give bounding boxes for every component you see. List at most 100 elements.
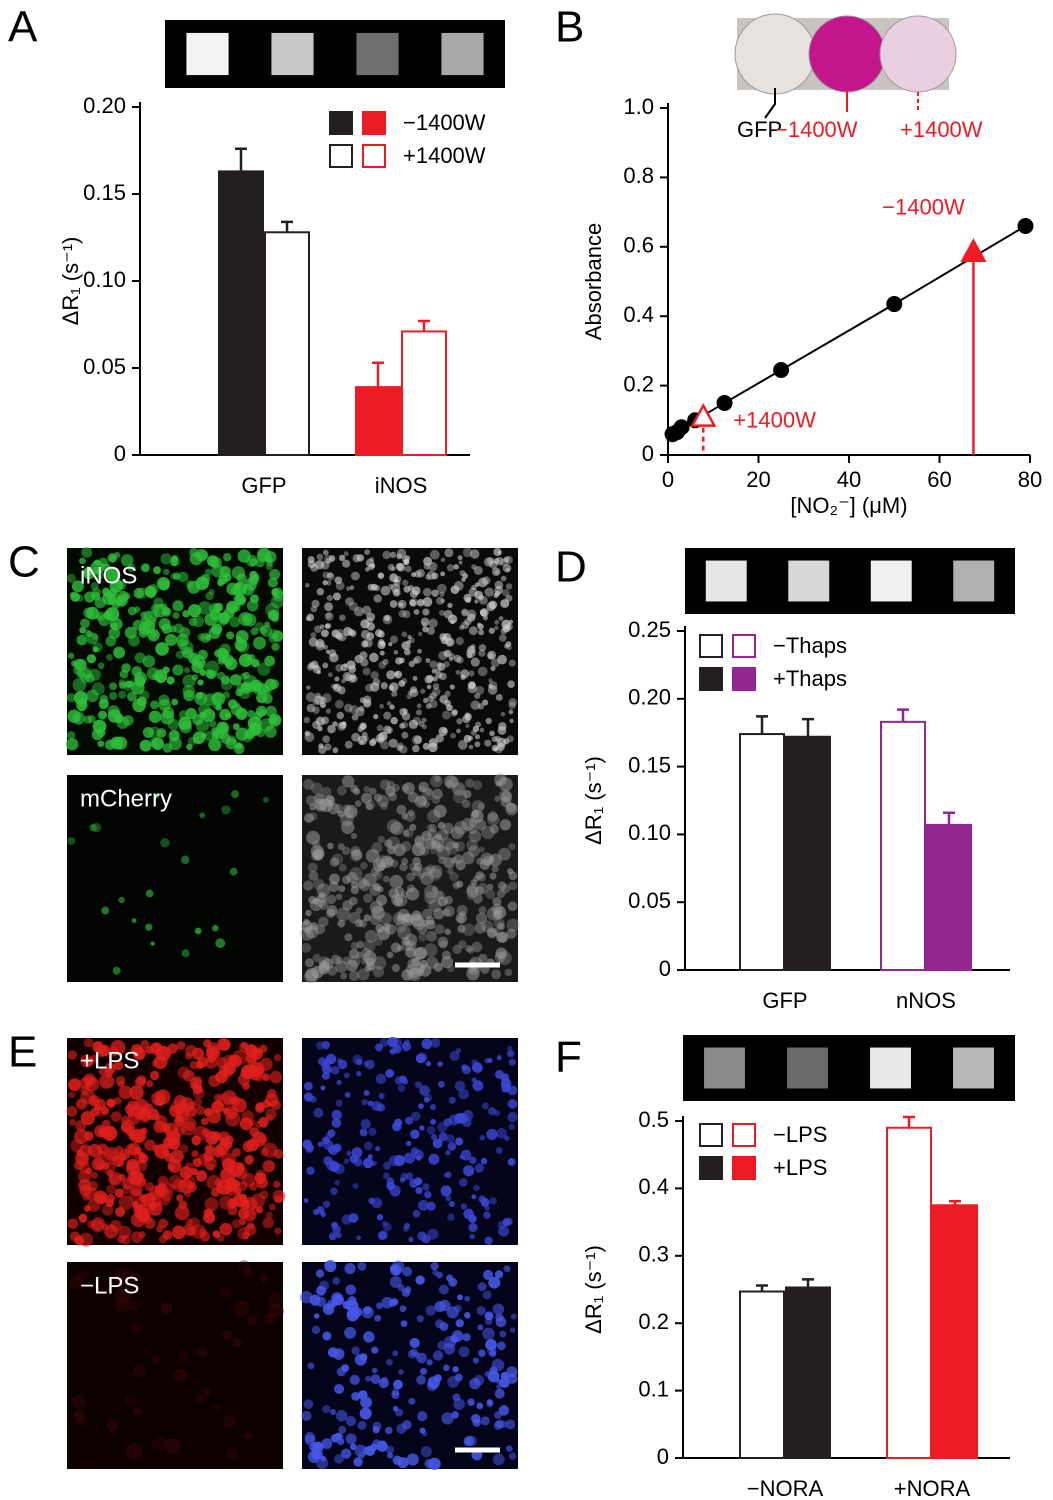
cell: [388, 738, 398, 748]
cell: [425, 919, 436, 930]
cell: [419, 1125, 425, 1131]
cell: [130, 1272, 142, 1284]
cell: [448, 1201, 455, 1208]
cell: [467, 735, 474, 741]
cell: [443, 1364, 450, 1372]
cell: [442, 908, 451, 917]
y-tick-label: 1.0: [623, 94, 654, 119]
cell: [490, 658, 500, 668]
cell: [142, 655, 156, 668]
cell: [141, 1193, 156, 1207]
cell: [412, 675, 418, 681]
cell: [150, 700, 159, 710]
cell: [358, 919, 367, 928]
cell: [192, 713, 204, 726]
cell: [382, 875, 390, 883]
cell: [242, 1232, 250, 1240]
legend-swatch: [362, 144, 386, 168]
cell: [208, 738, 222, 752]
cell: [170, 572, 178, 580]
cell: [468, 744, 474, 750]
y-tick-label: 0.05: [83, 354, 126, 379]
cell: [301, 942, 312, 953]
cell: [182, 610, 190, 618]
cell: [447, 964, 455, 973]
cell: [460, 1149, 472, 1161]
cell: [238, 1217, 247, 1226]
cell: [455, 670, 461, 675]
cell: [389, 600, 398, 608]
cell: [90, 1171, 98, 1179]
cell: [388, 1298, 398, 1308]
panel-label: E: [8, 1028, 37, 1077]
cell: [247, 1222, 255, 1230]
cell: [183, 667, 191, 674]
cell: [506, 928, 517, 939]
cell: [472, 780, 483, 790]
cell: [83, 1038, 94, 1048]
x-tick-label: 60: [927, 467, 951, 492]
cell: [238, 1042, 250, 1053]
cell: [350, 673, 357, 680]
cell: [465, 945, 473, 953]
cell: [160, 1302, 173, 1315]
cell: [445, 780, 453, 788]
cell: [474, 741, 481, 748]
cell: [439, 633, 447, 641]
cell: [185, 1106, 197, 1118]
cell: [493, 558, 500, 565]
cell: [468, 829, 482, 843]
cell: [372, 956, 387, 970]
cell: [316, 553, 324, 561]
cell: [496, 1383, 502, 1390]
cell: [181, 1102, 189, 1109]
cell: [487, 1370, 500, 1383]
cell: [510, 1313, 517, 1320]
cell: [359, 1128, 368, 1137]
cell: [312, 706, 320, 714]
cell: [86, 689, 99, 703]
cell: [127, 1142, 141, 1156]
error-bar: [281, 220, 293, 233]
cell: [66, 731, 76, 740]
error-bar: [943, 811, 955, 825]
cell: [330, 1187, 338, 1196]
cell: [155, 1184, 166, 1195]
cell: [377, 572, 385, 579]
legend-label: −Thaps: [773, 633, 847, 658]
cell: [330, 954, 341, 965]
cell: [365, 799, 376, 811]
cell: [455, 637, 464, 646]
cell: [328, 881, 340, 893]
bar: [880, 720, 926, 971]
cell: [412, 744, 420, 753]
legend-swatch: [732, 1123, 756, 1147]
cell: [468, 670, 475, 677]
y-tick-label: 0.15: [83, 180, 126, 205]
cell: [461, 799, 471, 809]
cell: [129, 1085, 144, 1100]
cell: [500, 598, 510, 608]
cell: [345, 1284, 357, 1296]
cell: [418, 781, 429, 793]
cell: [315, 1457, 329, 1470]
cell: [431, 1134, 438, 1141]
cell: [244, 1155, 255, 1165]
cell: [197, 660, 207, 670]
cell: [322, 580, 328, 586]
cell: [360, 658, 369, 667]
cell: [88, 668, 101, 681]
cell: [465, 596, 472, 603]
cell: [108, 1046, 119, 1057]
cell: [342, 559, 351, 568]
cell: [489, 872, 497, 880]
cell: [195, 1105, 205, 1116]
cell: [475, 912, 488, 924]
cell: [458, 1088, 469, 1100]
cell: [265, 1108, 277, 1120]
cell: [393, 589, 400, 596]
cell: [134, 676, 146, 687]
cell: [416, 1375, 426, 1385]
cell: [322, 662, 329, 669]
cell: [314, 625, 322, 634]
